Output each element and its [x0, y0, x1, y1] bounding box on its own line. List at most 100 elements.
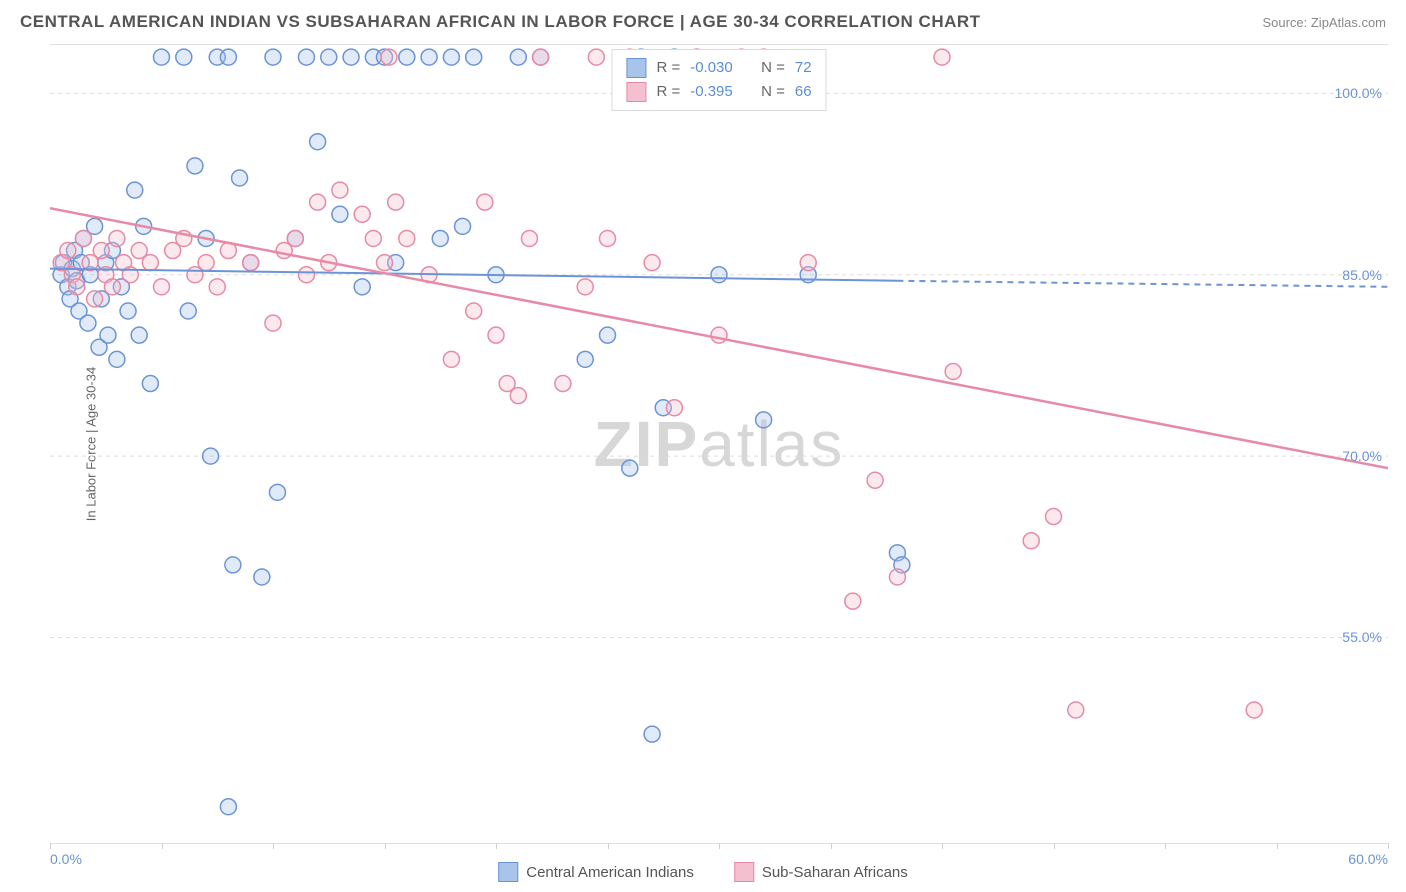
x-minor-tick: [1054, 843, 1055, 849]
data-point: [332, 182, 348, 198]
data-point: [644, 255, 660, 271]
data-point: [332, 206, 348, 222]
data-point: [154, 279, 170, 295]
data-point: [477, 194, 493, 210]
data-point: [533, 49, 549, 65]
legend-row: R =-0.030 N =72: [626, 56, 811, 80]
data-point: [488, 327, 504, 343]
y-tick-label: 70.0%: [1342, 448, 1382, 464]
data-point: [377, 255, 393, 271]
data-point: [310, 134, 326, 150]
chart-area: In Labor Force | Age 30-34 ZIPatlas R =-…: [50, 44, 1388, 844]
data-point: [711, 327, 727, 343]
data-point: [243, 255, 259, 271]
legend-r-label: R =: [656, 80, 680, 104]
legend-item: Central American Indians: [498, 862, 694, 882]
data-point: [60, 243, 76, 259]
data-point: [622, 460, 638, 476]
data-point: [945, 363, 961, 379]
legend-series-name: Sub-Saharan Africans: [762, 864, 908, 881]
data-point: [287, 230, 303, 246]
chart-header: CENTRAL AMERICAN INDIAN VS SUBSAHARAN AF…: [0, 0, 1406, 36]
data-point: [220, 799, 236, 815]
data-point: [142, 255, 158, 271]
scatter-plot-svg: [50, 45, 1388, 843]
data-point: [510, 388, 526, 404]
data-point: [588, 49, 604, 65]
data-point: [104, 279, 120, 295]
data-point: [180, 303, 196, 319]
data-point: [225, 557, 241, 573]
data-point: [69, 279, 85, 295]
correlation-legend: R =-0.030 N =72R =-0.395 N =66: [611, 49, 826, 111]
data-point: [1068, 702, 1084, 718]
legend-swatch: [734, 862, 754, 882]
data-point: [220, 49, 236, 65]
data-point: [666, 400, 682, 416]
x-minor-tick: [1277, 843, 1278, 849]
data-point: [265, 315, 281, 331]
data-point: [254, 569, 270, 585]
x-minor-tick: [496, 843, 497, 849]
data-point: [232, 170, 248, 186]
data-point: [421, 49, 437, 65]
data-point: [269, 484, 285, 500]
data-point: [521, 230, 537, 246]
legend-swatch: [626, 58, 646, 78]
data-point: [321, 49, 337, 65]
data-point: [644, 726, 660, 742]
data-point: [889, 569, 905, 585]
data-point: [432, 230, 448, 246]
data-point: [800, 255, 816, 271]
x-minor-tick: [385, 843, 386, 849]
legend-n-label: N =: [761, 80, 785, 104]
data-point: [711, 267, 727, 283]
trend-line-extrapolated: [897, 281, 1388, 287]
legend-swatch: [626, 82, 646, 102]
data-point: [131, 327, 147, 343]
x-minor-tick: [273, 843, 274, 849]
x-minor-tick: [831, 843, 832, 849]
y-tick-label: 100.0%: [1335, 85, 1382, 101]
data-point: [154, 49, 170, 65]
data-point: [265, 49, 281, 65]
data-point: [176, 49, 192, 65]
data-point: [365, 230, 381, 246]
data-point: [756, 412, 772, 428]
series-legend: Central American Indians Sub-Saharan Afri…: [498, 862, 908, 882]
chart-source: Source: ZipAtlas.com: [1262, 15, 1386, 30]
data-point: [555, 376, 571, 392]
x-tick-label: 0.0%: [50, 851, 82, 867]
y-tick-label: 55.0%: [1342, 629, 1382, 645]
legend-swatch: [498, 862, 518, 882]
legend-n-value: 72: [795, 56, 812, 80]
data-point: [187, 158, 203, 174]
x-minor-tick: [50, 843, 51, 849]
legend-r-label: R =: [656, 56, 680, 80]
data-point: [100, 327, 116, 343]
data-point: [399, 49, 415, 65]
data-point: [600, 327, 616, 343]
data-point: [203, 448, 219, 464]
data-point: [93, 243, 109, 259]
data-point: [443, 49, 459, 65]
data-point: [845, 593, 861, 609]
data-point: [109, 230, 125, 246]
x-minor-tick: [942, 843, 943, 849]
data-point: [1046, 509, 1062, 525]
data-point: [577, 351, 593, 367]
legend-series-name: Central American Indians: [526, 864, 694, 881]
data-point: [466, 303, 482, 319]
data-point: [109, 351, 125, 367]
data-point: [120, 303, 136, 319]
data-point: [934, 49, 950, 65]
data-point: [381, 49, 397, 65]
data-point: [298, 267, 314, 283]
data-point: [298, 49, 314, 65]
chart-title: CENTRAL AMERICAN INDIAN VS SUBSAHARAN AF…: [20, 12, 981, 32]
legend-r-value: -0.030: [690, 56, 733, 80]
data-point: [600, 230, 616, 246]
data-point: [343, 49, 359, 65]
data-point: [198, 255, 214, 271]
y-tick-label: 85.0%: [1342, 267, 1382, 283]
